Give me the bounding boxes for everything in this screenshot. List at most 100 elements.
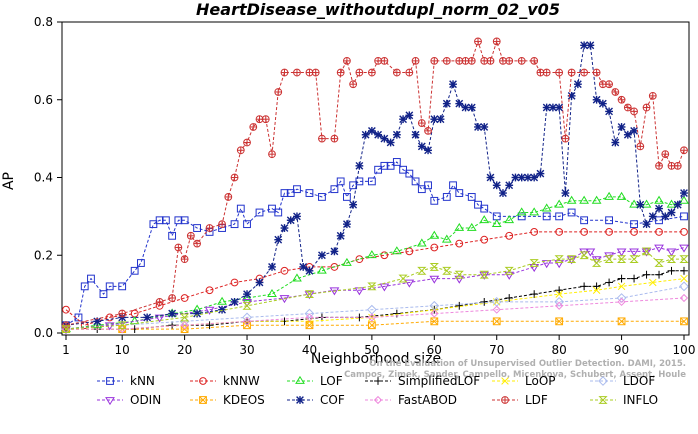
fastabod-point (617, 297, 626, 307)
knn-point (567, 208, 576, 217)
lof-point (666, 199, 677, 208)
legend-marker (105, 397, 115, 406)
kdeos-point (305, 321, 314, 330)
kdeos-point (555, 317, 564, 326)
legend-marker (598, 396, 608, 404)
knn-point (367, 177, 376, 186)
knn-point (680, 212, 688, 221)
ldf-point (636, 142, 645, 151)
lof-point (454, 222, 465, 231)
lof-point (529, 207, 540, 216)
inflo-point (398, 274, 408, 283)
cof-point (367, 126, 376, 135)
cof-point (598, 99, 607, 108)
simplifiedlof-point (205, 321, 214, 330)
y-tick-label: 0.4 (34, 171, 53, 185)
fastabod-line (66, 297, 685, 330)
series-inflo (61, 247, 689, 334)
kdeos-point (492, 317, 501, 326)
cof-point (411, 130, 420, 139)
ldf-point (168, 294, 177, 302)
knnw-point (680, 228, 688, 236)
odin-point (529, 264, 540, 273)
ldf-point (580, 68, 589, 77)
inflo-point (417, 266, 427, 275)
odin-point (479, 271, 490, 280)
knn-point (424, 181, 432, 190)
inflo-point (579, 251, 589, 260)
knnw-point (555, 228, 564, 236)
knn-point (87, 274, 95, 283)
legend-item-odin: ODIN (97, 393, 161, 407)
loop-point (555, 290, 563, 298)
legend-label: KDEOS (223, 393, 265, 407)
simplifiedlof-point (168, 321, 177, 330)
cof-point (567, 91, 576, 100)
cof-point (392, 130, 401, 139)
ldf-point (186, 231, 195, 240)
knnw-point (355, 255, 364, 264)
legend-item-ldof: LDOF (590, 374, 655, 388)
x-tick-label: 10 (115, 343, 130, 357)
ldf-point (630, 107, 638, 116)
odin-point (279, 295, 290, 304)
cof-point (386, 138, 395, 147)
lof-point (441, 234, 452, 243)
knn-point (137, 259, 145, 267)
ldf-point (673, 161, 682, 170)
knn-point (555, 212, 564, 221)
fastabod-point (430, 309, 439, 318)
knnw-point (280, 266, 289, 275)
lof-point (317, 265, 327, 274)
ldf-point (655, 161, 663, 170)
ldf-point (648, 91, 657, 100)
ldf-point (617, 95, 626, 104)
cof-point (655, 204, 663, 213)
cof-point (336, 231, 345, 240)
knnw-point (62, 305, 70, 314)
inflo-point (654, 259, 664, 267)
knn-line (65, 161, 685, 326)
knnw-point (230, 278, 239, 287)
ldf-point (293, 68, 301, 77)
ldf-point (486, 56, 495, 65)
knnw-point (655, 228, 663, 236)
fastabod-point (242, 317, 252, 326)
cof-point (642, 220, 651, 229)
ldf-point (661, 150, 670, 159)
cof-point (467, 103, 476, 112)
knn-point (411, 177, 420, 186)
cof-point (268, 263, 276, 271)
legend-item-inflo: INFLO (590, 393, 658, 407)
ldf-point (611, 88, 620, 96)
odin-point (629, 248, 639, 257)
knn-point (605, 216, 613, 225)
legend-item-fastabod: FastABOD (365, 393, 457, 407)
fastabod-point (492, 305, 501, 314)
simplifiedlof-point (655, 270, 663, 279)
ldf-point (680, 146, 688, 155)
legend-item-knnw: kNNW (190, 374, 260, 388)
inflo-point (616, 255, 627, 264)
fastabod-point (367, 313, 376, 322)
odin-point (554, 260, 565, 269)
ldf-point (642, 103, 651, 112)
ldof-point (304, 308, 315, 319)
legend-marker (373, 395, 383, 405)
credit-line-1: On the Evaluation of Unsupervised Outlie… (369, 359, 686, 369)
legend-item-lof: LOF (287, 374, 343, 388)
inflo-point (61, 325, 71, 334)
inflo-point (529, 259, 539, 267)
ldf-point (280, 68, 289, 77)
cof-point (636, 200, 645, 209)
lof-point (391, 246, 402, 255)
odin-point (154, 314, 165, 323)
x-tick-label: 40 (302, 343, 317, 357)
ldf-point (555, 68, 564, 77)
odin-point (304, 291, 315, 300)
ldf-point (180, 255, 189, 264)
cof-point (480, 123, 489, 131)
knn-point (442, 193, 451, 201)
y-tick-label: 0.6 (34, 93, 53, 107)
cof-point (417, 142, 426, 151)
